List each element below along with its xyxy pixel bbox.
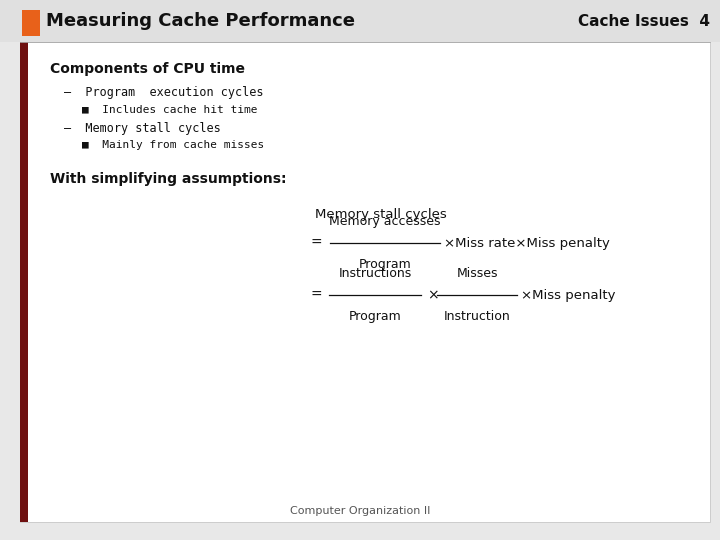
Text: Memory stall cycles: Memory stall cycles <box>315 208 446 221</box>
Text: Components of CPU time: Components of CPU time <box>50 62 245 76</box>
Text: –  Program  execution cycles: – Program execution cycles <box>64 86 264 99</box>
Text: ×Miss rate×Miss penalty: ×Miss rate×Miss penalty <box>444 237 610 249</box>
Text: ■  Mainly from cache misses: ■ Mainly from cache misses <box>82 140 264 150</box>
Bar <box>20 42 710 522</box>
Text: Instructions: Instructions <box>338 267 412 280</box>
Text: ■  Includes cache hit time: ■ Includes cache hit time <box>82 104 258 114</box>
Bar <box>20 42 28 522</box>
Text: Memory accesses: Memory accesses <box>329 215 441 228</box>
Text: Program: Program <box>348 310 401 323</box>
Text: =: = <box>310 288 322 302</box>
Text: Computer Organization II: Computer Organization II <box>290 506 430 516</box>
Text: =: = <box>310 236 322 250</box>
Bar <box>0 0 720 42</box>
Text: ×Miss penalty: ×Miss penalty <box>521 288 616 301</box>
Text: ×: × <box>427 288 438 302</box>
Text: Cache Issues  4: Cache Issues 4 <box>578 14 710 29</box>
Text: Instruction: Instruction <box>444 310 510 323</box>
Text: Measuring Cache Performance: Measuring Cache Performance <box>46 12 355 30</box>
Bar <box>22 10 40 36</box>
Text: With simplifying assumptions:: With simplifying assumptions: <box>50 172 287 186</box>
Text: –  Memory stall cycles: – Memory stall cycles <box>64 122 221 135</box>
Text: Misses: Misses <box>456 267 498 280</box>
Text: Program: Program <box>359 258 411 271</box>
